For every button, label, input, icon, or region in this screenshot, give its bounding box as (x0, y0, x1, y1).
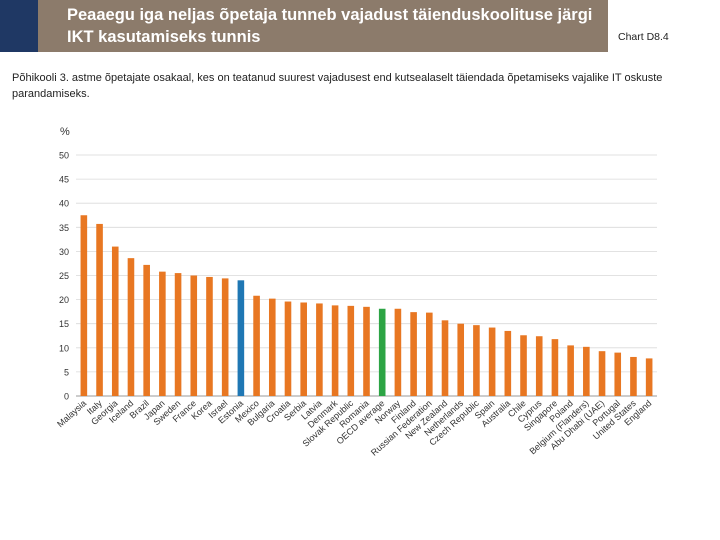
bar (190, 275, 198, 396)
bar (520, 335, 527, 396)
bar (127, 258, 135, 396)
bar (347, 305, 355, 396)
y-tick-label: 5 (64, 367, 69, 377)
bar (630, 356, 637, 396)
bar (426, 312, 433, 396)
chart-title: Peaaegu iga neljas õpetaja tunneb vajadu… (67, 6, 593, 46)
bar (473, 325, 480, 396)
bar (567, 345, 574, 396)
bar (96, 223, 103, 396)
y-tick-label: 30 (59, 247, 69, 257)
bar (300, 302, 307, 396)
chart-subtitle: Põhikooli 3. astme õpetajate osakaal, ke… (12, 72, 663, 100)
header-accent (0, 0, 38, 52)
bar (645, 358, 653, 396)
title-banner (38, 0, 608, 52)
bar (378, 308, 386, 396)
chart-id: Chart D8.4 (618, 31, 669, 43)
bar (583, 346, 590, 396)
y-tick-label: 15 (59, 319, 69, 329)
bar (221, 278, 229, 396)
y-tick-label: 50 (59, 151, 69, 161)
y-tick-label: 35 (59, 223, 69, 233)
y-tick-label: 25 (59, 271, 69, 281)
bar (111, 246, 119, 396)
bar (174, 273, 182, 396)
bar (551, 339, 559, 396)
bar (206, 276, 213, 396)
bar (441, 320, 449, 396)
y-tick-label: 10 (59, 343, 69, 353)
bar (488, 327, 496, 396)
bar (268, 298, 276, 396)
bar (363, 306, 370, 396)
y-tick-label: 20 (59, 295, 69, 305)
bar (598, 351, 606, 396)
bar (284, 301, 292, 396)
bar (331, 305, 339, 396)
bar (614, 352, 622, 396)
bar (80, 215, 88, 396)
bar (504, 330, 512, 396)
x-tick-label: Malaysia (55, 398, 88, 429)
bar (316, 303, 323, 396)
bar (237, 280, 245, 396)
bar (410, 312, 417, 396)
bar-chart: %05101520253035404550MalaysiaItalyGeorgi… (55, 126, 657, 458)
bar (535, 336, 543, 396)
bar (457, 323, 465, 396)
bar (143, 264, 150, 396)
bar (394, 308, 402, 396)
y-axis-label: % (60, 126, 70, 138)
bar (159, 271, 166, 396)
y-tick-label: 0 (64, 392, 69, 402)
y-tick-label: 45 (59, 175, 69, 185)
bar (253, 295, 260, 396)
y-tick-label: 40 (59, 199, 69, 209)
